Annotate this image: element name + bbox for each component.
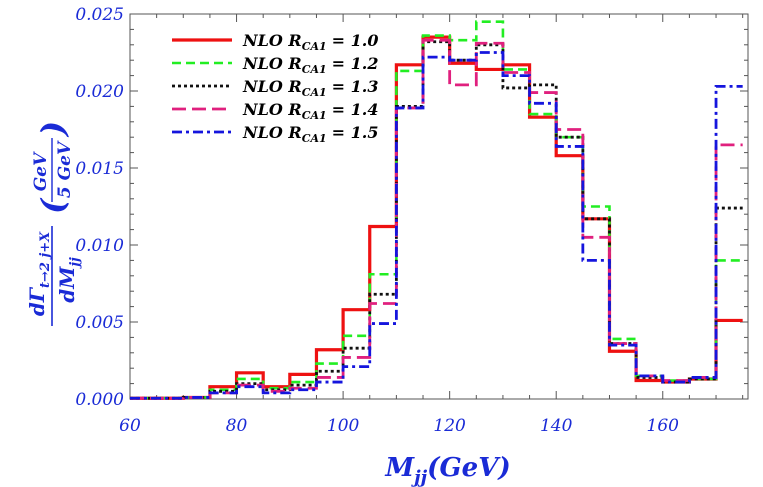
legend-label-sub: CA1 <box>302 40 327 53</box>
series-line-1 <box>130 35 743 400</box>
y-tick-label: 0.015 <box>75 159 124 179</box>
y-axis-denominator: dMjj <box>55 257 83 303</box>
legend-label-prefix: NLO R <box>242 31 302 50</box>
y-tick-label: 0.025 <box>75 5 124 25</box>
legend-label-4: NLO RCA1 = 1.4 <box>242 100 378 122</box>
x-axis-title-sub: jj <box>411 467 428 487</box>
x-tick-label: 100 <box>327 416 360 436</box>
series-line-2 <box>130 20 743 400</box>
legend-label-3: NLO RCA1 = 1.3 <box>242 77 378 99</box>
series-line-4 <box>130 38 743 400</box>
legend-label-value: = 1.4 <box>332 100 379 119</box>
legend-label-prefix: NLO R <box>242 100 302 119</box>
legend-label-sub: CA1 <box>302 132 327 145</box>
legend-label-2: NLO RCA1 = 1.2 <box>242 54 378 76</box>
y-axis-num-sub: t→2 j+X <box>38 231 53 288</box>
plot-frame <box>129 13 749 400</box>
legend-label-value: = 1.5 <box>332 123 379 142</box>
legend-label-1: NLO RCA1 = 1.0 <box>242 31 378 53</box>
legend-label-value: = 1.3 <box>332 77 379 96</box>
series-line-3 <box>130 40 743 400</box>
y-axis-paren-open: ( <box>34 197 72 214</box>
y-axis-den-sub: jj <box>68 257 83 270</box>
x-tick-label: 80 <box>226 416 248 436</box>
legend-label-sub: CA1 <box>302 86 327 99</box>
y-axis-den-prefix: dM <box>55 266 79 303</box>
series-line-5 <box>130 51 743 400</box>
x-axis-title: Mjj(GeV) <box>384 453 510 487</box>
y-axis-num-prefix: dΓ <box>25 286 49 316</box>
legend-label-prefix: NLO R <box>242 123 302 142</box>
y-tick-label: 0.005 <box>75 313 124 333</box>
y-axis-paren-denominator: 5 GeV <box>55 140 75 198</box>
y-tick-label: 0.000 <box>75 390 124 410</box>
x-axis-title-main: M <box>384 453 415 483</box>
legend-label-prefix: NLO R <box>242 54 302 73</box>
y-axis-paren-numerator: GeV <box>31 151 51 191</box>
series-group <box>130 20 743 400</box>
legend-label-prefix: NLO R <box>242 77 302 96</box>
x-tick-label: 140 <box>540 416 573 436</box>
legend-label-5: NLO RCA1 = 1.5 <box>242 123 378 145</box>
y-tick-label: 0.010 <box>75 236 124 256</box>
legend-label-sub: CA1 <box>302 109 327 122</box>
x-tick-label: 120 <box>433 416 466 436</box>
legend-label-sub: CA1 <box>302 63 327 76</box>
y-axis-numerator: dΓt→2 j+X <box>25 231 53 316</box>
x-tick-label: 60 <box>119 416 141 436</box>
x-tick-label: 160 <box>647 416 680 436</box>
axis-tick-labels: 60 80 100 120 140 160 0.000 0.005 0.010 0.015 0.02… <box>75 5 679 436</box>
x-axis-title-unit: (GeV) <box>427 453 511 483</box>
y-tick-label: 0.020 <box>75 82 124 102</box>
y-axis-title: dΓt→2 j+X dMjj ( GeV 5 GeV ) <box>25 121 83 326</box>
legend-label-value: = 1.2 <box>332 54 379 73</box>
legend-label-value: = 1.0 <box>332 31 379 50</box>
y-axis-paren-close: ) <box>34 121 72 138</box>
axis-ticks <box>129 13 748 400</box>
